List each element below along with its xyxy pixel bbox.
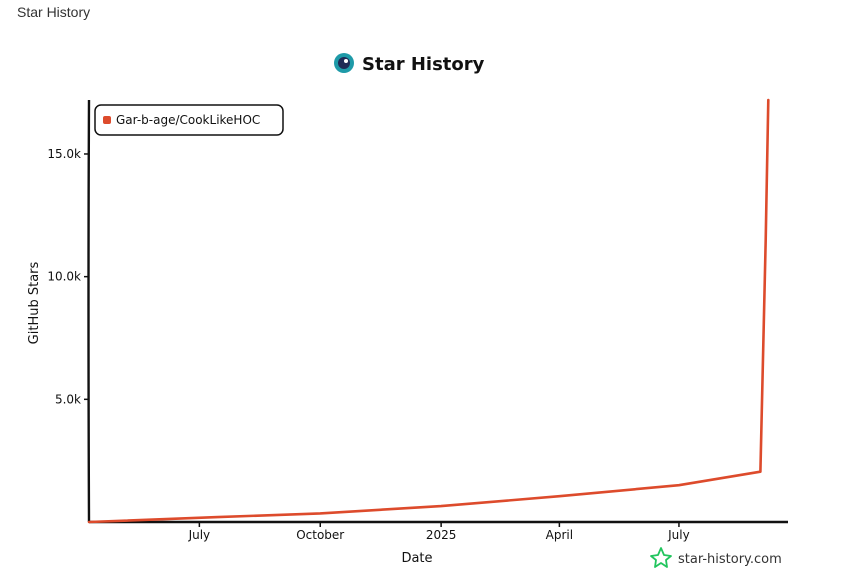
x-tick-label: 2025 [426, 528, 457, 542]
legend-box [94, 104, 284, 136]
legend-swatch [103, 116, 111, 124]
x-ticks: July October 2025 April July [188, 522, 690, 542]
x-tick-label: October [296, 528, 344, 542]
legend: Gar-b-age/CookLikeHOC [94, 104, 284, 136]
axes [87, 99, 789, 524]
y-tick-label: 15.0k [47, 147, 81, 161]
x-axis-line [88, 520, 789, 524]
star-history-logo-icon [334, 53, 354, 73]
x-tick-label: July [188, 528, 211, 542]
y-tick-label: 10.0k [47, 270, 81, 284]
star-outline-icon [650, 547, 672, 568]
series-layer [87, 98, 770, 524]
x-axis-label: Date [401, 551, 432, 566]
y-axis-label: GitHub Stars [27, 261, 42, 344]
watermark-text: star-history.com [678, 552, 782, 567]
chart-header: Star History [334, 53, 485, 75]
y-axis-line [87, 99, 91, 523]
watermark[interactable]: star-history.com [650, 547, 782, 568]
y-tick-label: 5.0k [55, 392, 81, 406]
chart-title: Star History [362, 54, 485, 75]
y-ticks: 5.0k 10.0k 15.0k [47, 147, 89, 406]
page-title: Star History [17, 4, 91, 20]
x-tick-label: April [546, 528, 573, 542]
x-tick-label: July [667, 528, 690, 542]
legend-label: Gar-b-age/CookLikeHOC [116, 113, 260, 127]
series-line [87, 98, 770, 524]
